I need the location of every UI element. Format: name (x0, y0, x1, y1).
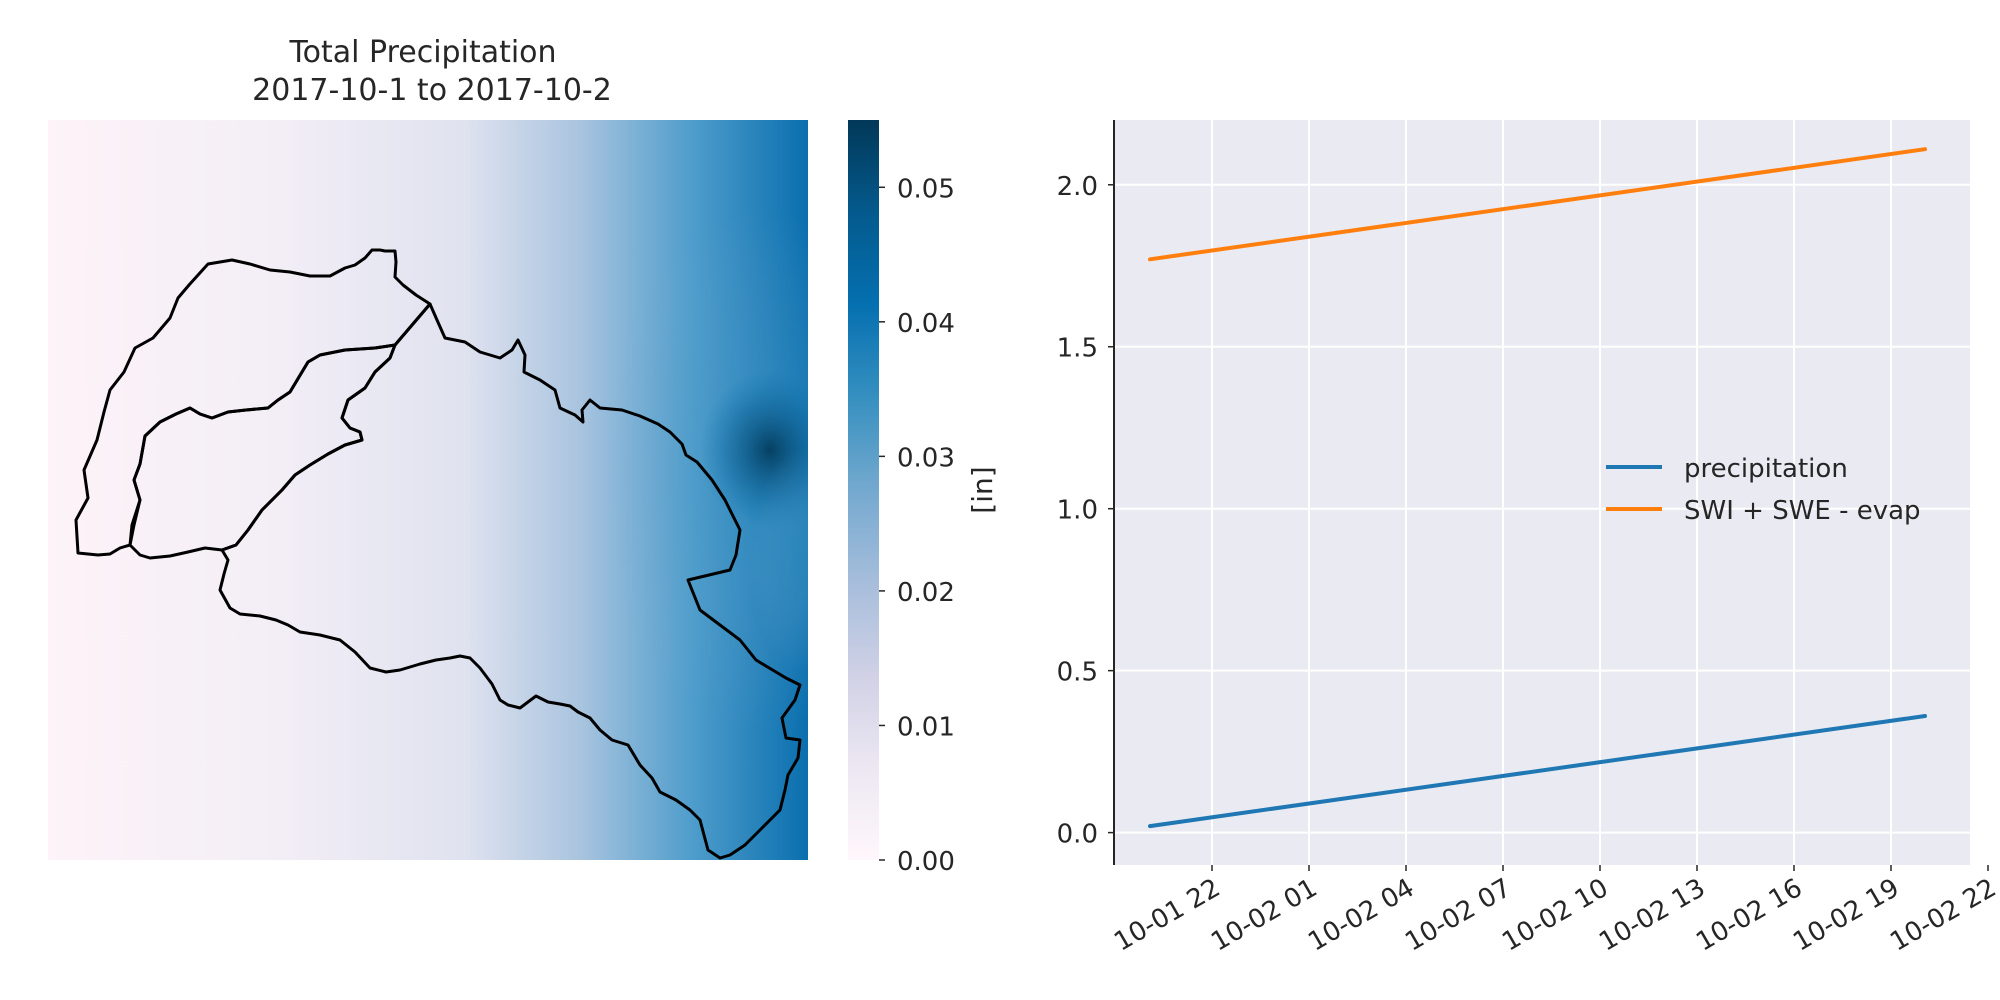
basin-outlines (74, 248, 802, 860)
precip-field-peak-east (750, 450, 808, 670)
map-panel: Total Precipitation 2017-10-1 to 2017-10… (48, 35, 808, 860)
colorbar-tick-label: 0.00 (897, 847, 955, 877)
precip-field (48, 120, 808, 860)
plot-background (1114, 120, 1970, 865)
x-tick-label: 10-02 10 (1497, 873, 1613, 957)
y-tick-label: 1.5 (1057, 334, 1098, 364)
colorbar-tick-label: 0.01 (897, 712, 955, 742)
series-line-swi-swe-evap (1148, 147, 1927, 262)
colorbar-label: [in] (966, 466, 999, 513)
grid-lines (1114, 120, 1989, 865)
x-tick-label: 10-01 22 (1109, 873, 1225, 957)
y-tick-label: 0.5 (1057, 658, 1098, 688)
series-line-precipitation (1148, 714, 1927, 829)
map-title: Total Precipitation (288, 35, 556, 70)
x-tick-label: 10-02 16 (1691, 873, 1807, 957)
x-tick-label: 10-02 04 (1303, 873, 1419, 957)
x-tick-label: 10-02 01 (1206, 873, 1322, 957)
legend-label: SWI + SWE - evap (1684, 496, 1921, 526)
colorbar-tick-label: 0.04 (897, 309, 955, 339)
map-subtitle: 2017-10-1 to 2017-10-2 (252, 73, 612, 108)
x-tick-label: 10-02 19 (1788, 873, 1904, 957)
legend-label: precipitation (1684, 454, 1848, 484)
colorbar: 0.00 0.01 0.02 0.03 0.04 0.05 [in] (848, 120, 999, 877)
x-tick-label: 10-02 13 (1594, 873, 1710, 957)
colorbar-ticks: 0.00 0.01 0.02 0.03 0.04 0.05 (879, 174, 955, 877)
basin-outline-south (218, 302, 802, 860)
x-tick-label: 10-02 07 (1400, 873, 1516, 957)
colorbar-tick-label: 0.02 (897, 578, 955, 608)
x-tick-label: 10-02 22 (1885, 873, 2000, 957)
y-tick-label: 2.0 (1057, 172, 1098, 202)
legend: precipitation SWI + SWE - evap (1606, 454, 1921, 526)
series-lines (1148, 147, 1927, 829)
colorbar-gradient (848, 120, 879, 860)
colorbar-tick-label: 0.05 (897, 174, 955, 204)
y-tick-label: 0.0 (1057, 820, 1098, 850)
y-tick-label: 1.0 (1057, 496, 1098, 526)
y-axis-ticks: 0.0 0.5 1.0 1.5 2.0 (1057, 172, 1114, 850)
colorbar-tick-label: 0.03 (897, 443, 955, 473)
